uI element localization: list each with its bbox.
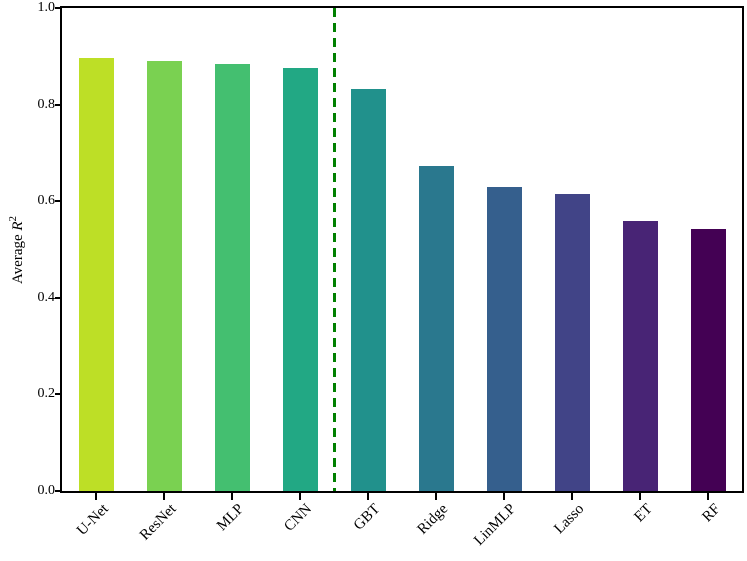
y-tick-label-0.0: 0.0 [37, 483, 56, 498]
bar-cnn [282, 68, 318, 491]
x-tick-label-gbt: GBT [350, 501, 384, 534]
y-axis-tick [55, 490, 62, 492]
y-tick-label-0.2: 0.2 [37, 386, 56, 402]
y-axis-label-exponent: 2 [7, 215, 19, 222]
y-axis-tick [55, 103, 62, 106]
bar-lasso [554, 193, 590, 491]
x-axis-tick [163, 493, 165, 500]
x-axis-tick [367, 493, 369, 500]
x-axis-tick [95, 493, 97, 500]
x-tick-label-et: ET [631, 501, 656, 526]
y-axis-tick [55, 200, 62, 203]
y-axis-tick [55, 393, 62, 396]
x-axis-tick [639, 493, 641, 500]
y-axis-tick [55, 7, 62, 9]
plot-area [62, 8, 742, 491]
x-tick-label-cnn: CNN [281, 501, 316, 535]
y-axis-tick [55, 296, 62, 299]
x-tick-label-lasso: Lasso [551, 501, 588, 538]
y-tick-label-1.0: 1.0 [37, 0, 56, 15]
bar-u-net [78, 57, 114, 491]
x-axis-tick [503, 493, 505, 500]
x-axis-tick [707, 493, 709, 500]
bar-et [622, 221, 658, 491]
y-tick-label-0.6: 0.6 [37, 193, 56, 209]
y-axis-label: Average R2 [7, 216, 27, 284]
x-tick-label-mlp: MLP [214, 501, 248, 535]
y-axis-label-text: Average [10, 230, 26, 285]
x-tick-label-rf: RF [699, 501, 724, 526]
x-tick-label-ridge: Ridge [414, 501, 452, 538]
x-axis-tick [435, 493, 437, 500]
x-tick-label-resnet: ResNet [136, 501, 180, 544]
bar-rf [690, 228, 726, 491]
bar-gbt [350, 89, 386, 491]
y-tick-label-0.4: 0.4 [37, 289, 56, 305]
y-axis-label-variable: R [10, 221, 26, 231]
x-axis-tick [299, 493, 301, 500]
bar-ridge [418, 165, 454, 491]
separator-dashed-line [332, 8, 336, 491]
bar-mlp [214, 63, 250, 491]
bar-linmlp [486, 187, 522, 491]
x-tick-label-linmlp: LinMLP [471, 501, 520, 549]
x-tick-label-u-net: U-Net [73, 501, 112, 539]
x-axis-tick [571, 493, 573, 500]
bar-resnet [146, 60, 182, 491]
x-axis-tick [231, 493, 233, 500]
y-tick-label-0.8: 0.8 [37, 96, 56, 112]
